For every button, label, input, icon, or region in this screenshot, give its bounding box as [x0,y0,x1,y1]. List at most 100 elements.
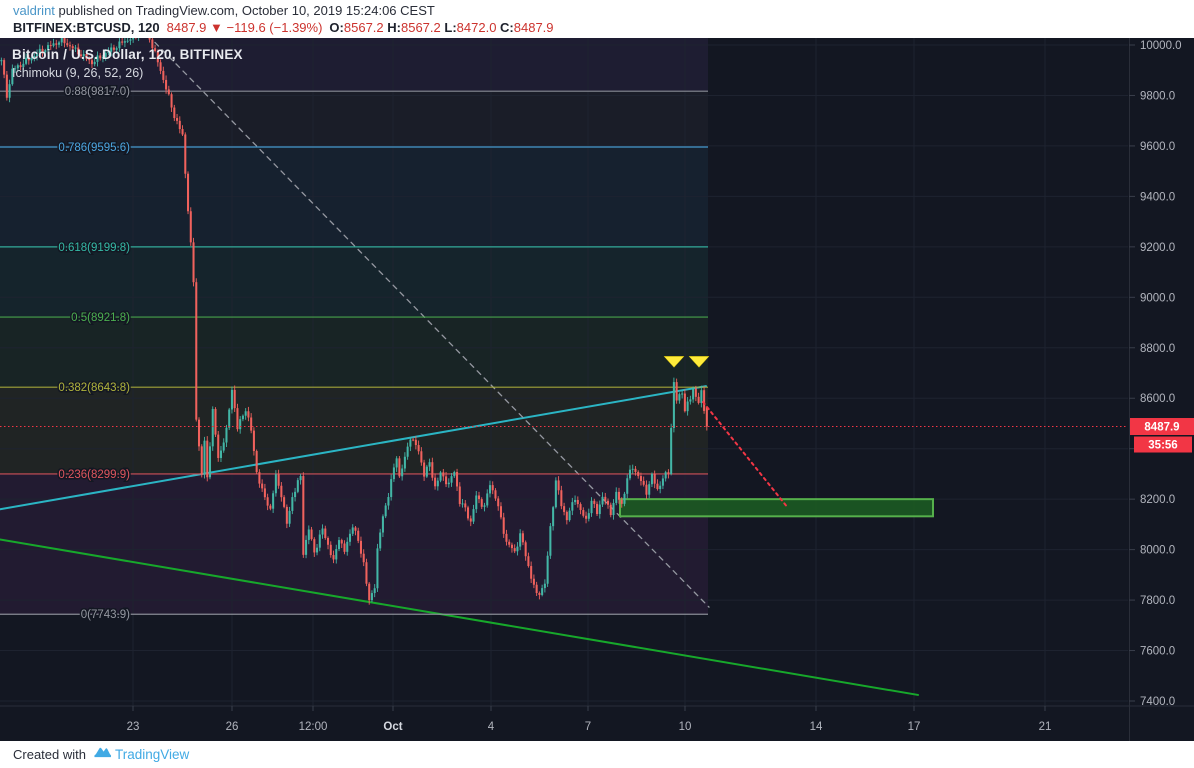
tradingview-brand-link[interactable]: TradingView [114,747,190,762]
candle-body [203,440,206,475]
last-price: 8487.9 [166,20,207,35]
candle-body [560,490,563,507]
candle-body [8,84,11,98]
candle-body [107,51,110,53]
fib-zone [0,147,708,247]
candle-body [672,382,675,429]
candle-body [362,553,365,563]
candle-body [233,389,236,409]
candle-body [44,50,47,53]
candle-body [596,503,599,515]
fib-zone [0,473,708,615]
candle-body [395,458,398,468]
candle-body [255,451,258,473]
candle-body [332,555,335,560]
candle-body [313,539,316,553]
fib-level-label: 0.88(9817.0) [65,86,130,98]
candle-body [381,516,384,533]
candle-body [337,540,341,550]
candle-body [648,484,651,495]
candle-body [670,428,673,474]
candle-body [96,55,99,62]
ascending-trendline[interactable] [0,385,707,511]
candle-body [606,500,610,505]
chart-plot-area[interactable]: 0.88(9817.0) 0.786(9595.6) 0.618(9199.8) 0.… [0,38,1194,741]
candle-body [173,107,176,119]
candle-body [82,53,85,57]
candle-body [93,61,96,65]
candle-body [170,94,173,108]
published-text: published on TradingView.com, October 10… [54,3,435,18]
byline: valdrint published on TradingView.com, O… [13,3,435,18]
candle-body [469,518,472,522]
candle-body [472,509,475,522]
price-axis[interactable]: 10000.0 9800.0 9600.0 9400.0 9200.0 9000.0 880… [1129,40,1182,708]
candle-body [110,47,113,52]
candle-body [214,408,217,435]
candle-body [30,58,33,61]
close-value: 8487.9 [513,20,554,35]
candle-body [571,502,574,511]
fib-level-label: 0.5(8921.8) [71,312,130,324]
candle-body [197,419,201,447]
legend-symbol-title[interactable]: Bitcoin / U.S. Dollar, 120, BITFINEX [12,47,243,62]
author-link[interactable]: valdrint [13,3,55,18]
candle-body [63,38,66,44]
candle-body [631,468,634,470]
price-axis-label: 8600.0 [1140,393,1175,405]
candle-body [574,499,577,503]
candle-body [535,584,538,593]
candle-body [656,483,659,490]
candle-body [310,529,313,540]
time-axis-label: 4 [488,721,495,733]
candle-body [99,55,102,59]
candle-body [439,472,442,481]
candle-body [502,517,505,534]
close-label: C: [500,20,514,35]
candle-body [148,38,151,40]
candle-body [36,53,39,57]
target-zone-rect[interactable] [619,498,934,518]
candle-body [263,488,266,498]
candle-body [11,68,14,85]
descending-trendline[interactable] [0,538,919,696]
candle-body [327,538,330,545]
broken-downtrend-dashed[interactable] [154,41,710,608]
price-tag-label: 8487.9 [1144,422,1179,434]
time-axis[interactable]: 23 26 12:00 Oct 4 7 10 14 17 21 [127,706,1052,733]
candle-body [524,542,527,557]
candle-body [77,47,80,55]
legend-indicator-ichimoku[interactable]: Ichimoku (9, 26, 52, 26) [12,66,144,80]
candle-body [510,544,513,549]
candle-body [620,499,623,504]
candle-body [225,427,228,443]
candle-body [239,419,242,430]
candle-body [480,499,483,507]
candle-body [274,474,277,494]
time-axis-label: 23 [127,721,140,733]
candle-body [486,493,489,506]
candle-body [22,63,25,68]
candle-body [406,446,409,457]
candle-body [357,530,360,541]
candle-body [354,527,357,531]
candle-body [590,500,593,514]
candle-body [178,120,181,130]
candle-body [637,471,640,477]
candle-body [329,544,332,556]
fib-zone [0,246,708,318]
candle-body [200,446,203,475]
candle-body [343,543,346,552]
candle-body [280,485,283,498]
candle-body [66,43,69,46]
grid-layer [0,38,1128,706]
candle-body [612,502,615,516]
fib-zone [0,317,708,388]
fib-zone [0,91,708,148]
projection-dotted-line[interactable] [702,401,788,508]
candle-body [423,462,426,477]
candle-body [593,500,596,504]
candle-body [351,527,354,534]
candle-body [417,445,420,452]
candle-body [642,480,645,485]
